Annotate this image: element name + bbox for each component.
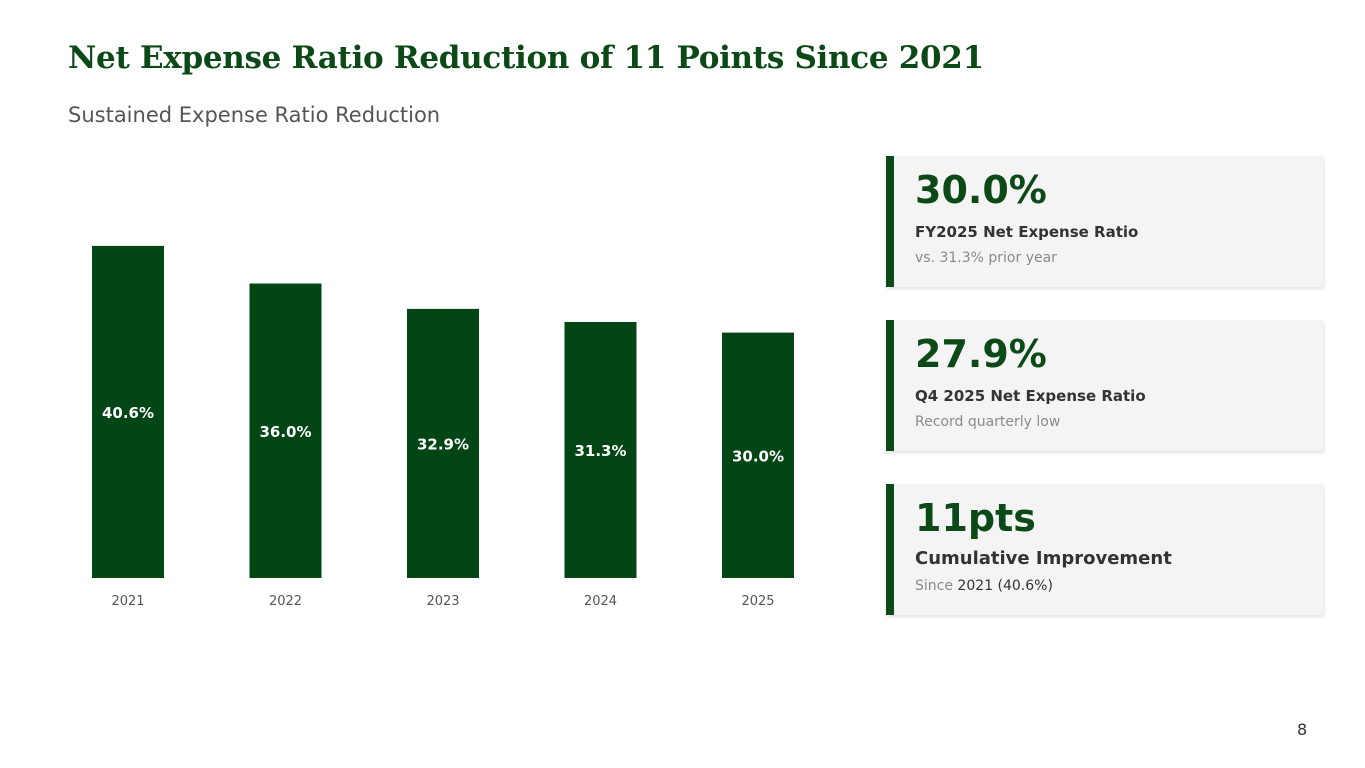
x-tick-label: 2023 [426,594,459,609]
kpi-label: Cumulative Improvement [915,548,1172,569]
bar [249,283,322,578]
kpi-value: 30.0% [915,168,1047,212]
x-tick-label: 2025 [741,594,774,609]
kpi-note-emphasis: 2021 (40.6%) [957,578,1053,594]
bar-value-label: 31.3% [574,442,626,460]
kpi-note: Since 2021 (40.6%) [915,578,1053,594]
kpi-label: Q4 2025 Net Expense Ratio [915,387,1146,405]
bar-value-label: 36.0% [259,423,311,441]
page-number: 8 [1297,720,1308,739]
kpi-card: 27.9% Q4 2025 Net Expense Ratio Record q… [886,320,1323,451]
x-tick-label: 2024 [584,594,617,609]
bar-value-label: 32.9% [417,435,469,453]
kpi-value: 11pts [915,496,1036,540]
kpi-note-text: Since [915,578,953,594]
kpi-card: 11pts Cumulative Improvement Since 2021 … [886,484,1323,615]
bar [407,308,479,578]
bar-chart: 40.6% 2021 36.0% 2022 32.9% 2023 31.3% 2024 30.0… [92,245,794,609]
bar [92,245,164,578]
x-tick-label: 2021 [111,594,144,609]
slide-subtitle: Sustained Expense Ratio Reduction [68,103,441,127]
bar [722,332,794,578]
kpi-note: vs. 31.3% prior year [915,250,1057,266]
kpi-value: 27.9% [915,332,1047,376]
x-tick-label: 2022 [269,594,302,609]
bar-value-label: 30.0% [732,447,784,465]
kpi-label: FY2025 Net Expense Ratio [915,223,1139,241]
bar-value-label: 40.6% [102,404,154,422]
kpi-card: 30.0% FY2025 Net Expense Ratio vs. 31.3%… [886,156,1323,287]
slide-title: Net Expense Ratio Reduction of 11 Points… [68,40,984,76]
kpi-note: Record quarterly low [915,414,1061,430]
bar [564,321,637,578]
